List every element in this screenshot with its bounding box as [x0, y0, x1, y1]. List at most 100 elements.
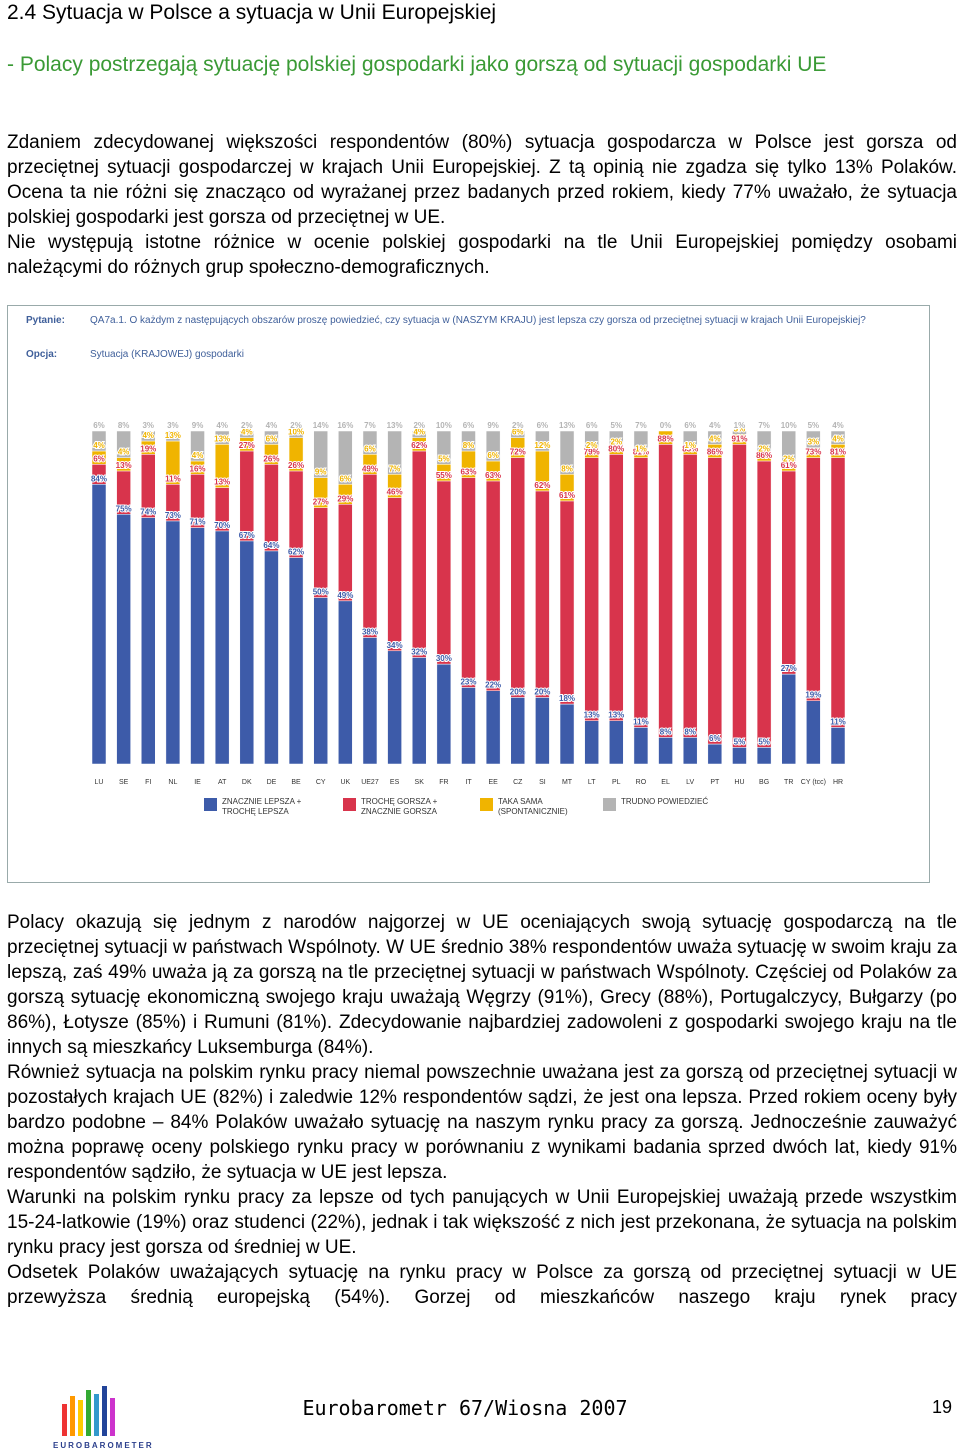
bar-segment — [485, 480, 501, 691]
x-tick-label: MT — [562, 779, 573, 786]
value-label: 5% — [734, 737, 746, 746]
bar-segment — [781, 470, 796, 675]
value-label: 63% — [460, 468, 476, 477]
value-label: 73% — [805, 448, 821, 457]
x-tick-label: UK — [340, 779, 350, 786]
x-tick-label: IT — [465, 779, 472, 786]
bar-segment — [190, 430, 205, 462]
value-label: 26% — [263, 454, 279, 463]
value-label: 9% — [192, 421, 204, 430]
x-tick-label: FI — [145, 779, 151, 786]
value-label: 4% — [660, 421, 672, 430]
logo-text: EUROBAROMETER — [53, 1441, 154, 1450]
value-label: 11% — [633, 717, 649, 726]
value-label: 6% — [586, 421, 598, 430]
bar-segment — [362, 637, 378, 765]
chart: 84% 6% 4% 6% LU 75% 13% 4% 8% SE 74% 19% 4% 3% FI 73% 11… — [7, 305, 930, 883]
bar-segment — [707, 430, 723, 445]
value-label: 4% — [118, 448, 130, 457]
x-tick-label: HR — [833, 779, 843, 786]
x-tick-label: IE — [194, 779, 201, 786]
bar-segment — [535, 697, 550, 765]
bar-segment — [313, 507, 328, 598]
bar-segment — [411, 430, 427, 438]
bar-segment — [461, 687, 476, 765]
value-label: 74% — [140, 508, 156, 517]
bar-segment — [387, 497, 402, 652]
value-label: 61% — [781, 461, 797, 470]
logo — [62, 1386, 115, 1436]
x-tick-label: EL — [661, 779, 670, 786]
bar-segment — [633, 430, 649, 455]
value-label: 7% — [389, 464, 401, 473]
x-tick-label: BE — [291, 779, 301, 786]
legend-swatch — [603, 798, 616, 811]
value-label: 4% — [93, 441, 105, 450]
value-label: 6% — [266, 434, 278, 443]
value-label: 4% — [709, 421, 721, 430]
value-label: 1% — [635, 444, 647, 453]
bar-segment — [584, 430, 599, 452]
value-label: 80% — [608, 444, 624, 453]
value-label: 4% — [832, 421, 844, 430]
x-tick-label: DE — [267, 779, 277, 786]
value-label: 8% — [684, 727, 696, 736]
bar-segment — [535, 430, 550, 452]
bar-segment — [756, 460, 772, 748]
value-label: 13% — [214, 434, 230, 443]
value-label: 5% — [438, 454, 450, 463]
value-label: 30% — [436, 654, 452, 663]
value-label: 63% — [485, 471, 501, 480]
value-label: 20% — [534, 687, 550, 696]
x-tick-label: NL — [168, 779, 177, 786]
bar-segment — [288, 470, 304, 558]
value-label: 6% — [537, 421, 549, 430]
value-label: 26% — [288, 461, 304, 470]
bar-segment — [165, 520, 181, 765]
value-label: 14% — [313, 421, 329, 430]
bar-segment — [806, 430, 821, 448]
bar-segment — [707, 457, 723, 745]
value-label: 8% — [561, 464, 573, 473]
value-label: 2% — [512, 421, 524, 430]
value-label: 10% — [288, 428, 304, 437]
bar-segment — [781, 430, 796, 465]
value-label: 11% — [165, 474, 181, 483]
value-label: 13% — [116, 461, 132, 470]
x-tick-label: SK — [415, 779, 425, 786]
legend-label: ZNACZNIE LEPSZA + TROCHĘ LEPSZA — [222, 797, 302, 816]
bar-segment — [658, 430, 673, 445]
value-label: 4% — [142, 431, 154, 440]
bar-segment — [338, 600, 353, 765]
value-label: 50% — [313, 588, 329, 597]
value-label: 27% — [239, 441, 255, 450]
value-label: 13% — [559, 421, 575, 430]
x-tick-label: SI — [539, 779, 546, 786]
bar-segment — [830, 430, 846, 445]
bar-segment — [682, 454, 698, 738]
bar-segment — [510, 430, 526, 438]
question: QA7a.1. O każdym z następujących obszaró… — [90, 315, 866, 326]
x-tick-label: ES — [390, 779, 400, 786]
bar-segment — [190, 527, 205, 765]
value-label: 2% — [290, 421, 302, 430]
value-label: 70% — [214, 521, 230, 530]
value-label: 49% — [337, 591, 353, 600]
x-tick-label: SE — [119, 779, 129, 786]
legend-item: TAKA SAMA (SPONTANICZNIE) — [480, 797, 593, 817]
value-label: 61% — [559, 491, 575, 500]
bar-segment — [461, 477, 476, 688]
value-label: 6% — [364, 444, 376, 453]
bar-segment — [239, 430, 255, 438]
value-label: 79% — [584, 448, 600, 457]
value-label: 6% — [463, 421, 475, 430]
value-label: 13% — [165, 431, 181, 440]
bar-segment — [756, 430, 772, 455]
bar-segment — [239, 450, 255, 542]
value-label: 29% — [337, 494, 353, 503]
x-tick-label: AT — [218, 779, 227, 786]
x-tick-label: PT — [710, 779, 720, 786]
bar-segment — [461, 430, 476, 452]
bar-segment — [313, 597, 328, 765]
